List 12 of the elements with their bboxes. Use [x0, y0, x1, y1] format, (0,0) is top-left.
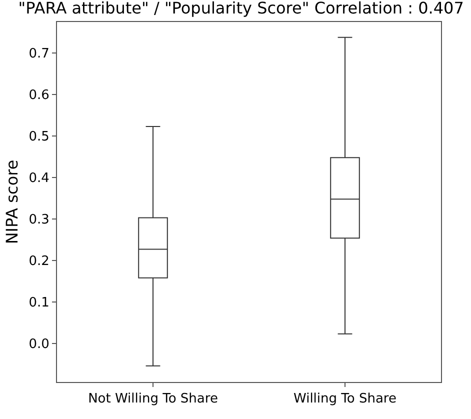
- y-tick-label: 0.4: [28, 171, 50, 186]
- y-tick-label: 0.0: [28, 336, 50, 352]
- y-tick-label: 0.2: [28, 254, 50, 270]
- y-tick-label: 0.6: [28, 88, 50, 104]
- y-tick-label: 0.7: [28, 46, 50, 62]
- y-tick-label: 0.1: [28, 296, 50, 310]
- chart-title: "PARA attribute" / "Popularity Score" Correlation : 0.407: [18, 0, 464, 18]
- y-tick-label: 0.5: [28, 130, 50, 145]
- y-tick-label: 0.3: [28, 212, 50, 228]
- x-tick-label: Not Willing To Share: [88, 392, 218, 407]
- y-axis-title: NIPA score: [2, 160, 22, 244]
- x-tick-label: Willing To Share: [294, 392, 396, 407]
